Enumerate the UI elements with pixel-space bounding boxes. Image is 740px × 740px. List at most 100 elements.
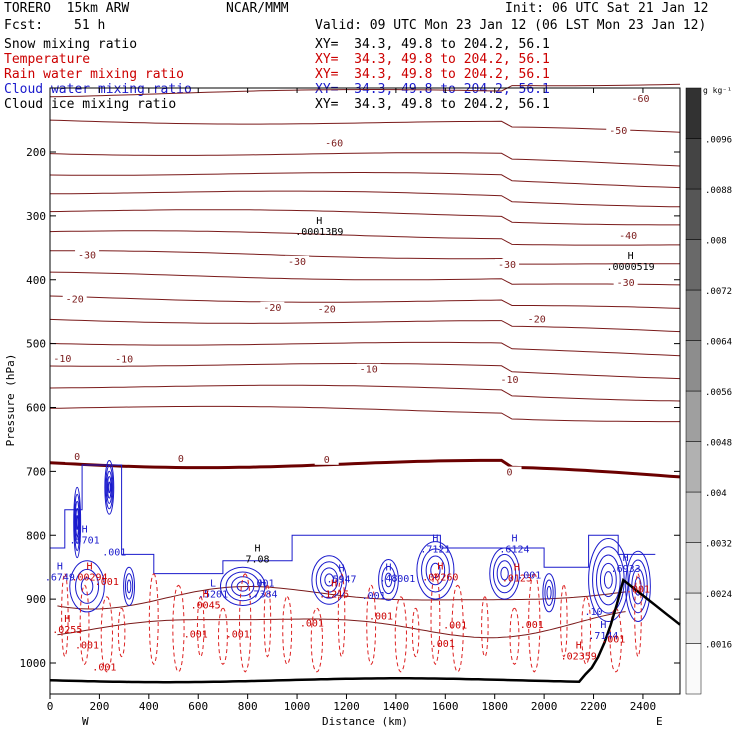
cloud-water-contour [492, 553, 517, 594]
temperature-label-bg [524, 313, 549, 325]
mixing-ratio-label: .10 [584, 607, 602, 618]
temperature-label: -30 [288, 257, 306, 268]
extremum-value: 7.08 [245, 555, 269, 566]
cloud-water-contour [634, 577, 642, 596]
temperature-contour-low [57, 611, 626, 639]
temperature-label: -20 [263, 303, 281, 314]
cloud-water-contour [542, 573, 556, 613]
cloud-water-contour [75, 507, 80, 538]
temperature-label: -10 [115, 355, 133, 366]
colorbar-segment [685, 491, 702, 543]
cloud-water-contour [588, 537, 629, 622]
temperature-label: -40 [619, 231, 637, 242]
x-tick-label: 800 [238, 700, 258, 713]
temperature-label: -60 [631, 94, 649, 105]
colorbar-tick-label: .004 [705, 489, 727, 499]
colorbar-segment [685, 643, 702, 695]
temperature-contour-low [57, 586, 626, 610]
cloud-water-contour [126, 579, 132, 594]
extremum-value: .7384 [247, 590, 277, 601]
temperature-contour [49, 384, 681, 402]
cloud-water-contour [231, 576, 255, 597]
cloud-water-contour [106, 470, 113, 504]
colorbar-segment [685, 542, 702, 594]
extremum-mark: H [316, 216, 322, 227]
init-time: Init: 06 UTC Sat 21 Jan 12 [505, 1, 709, 16]
temperature-label: 0 [74, 452, 80, 463]
y-tick-label: 500 [26, 338, 46, 351]
mixing-ratio-label: .001 [92, 663, 116, 674]
mixing-ratio-label: .001 [626, 585, 650, 596]
field-snow-name: Snow mixing ratio [4, 37, 138, 52]
temperature-label: -10 [53, 354, 71, 365]
rain-water-contour [528, 573, 541, 673]
cloud-water-contour [628, 559, 648, 614]
mixing-ratio-label: .001 [226, 629, 250, 640]
temperature-label: -30 [617, 278, 635, 289]
colorbar-segment [685, 289, 702, 341]
extremum-mark: H [339, 563, 345, 574]
temperature-label-bg [628, 92, 653, 104]
cloud-water-contour [378, 559, 399, 601]
temperature-contour [49, 230, 680, 246]
colorbar-tick-label: .0064 [705, 338, 732, 348]
cloud-water-contour [75, 568, 100, 604]
x-tick-label: 2000 [531, 700, 558, 713]
field-cloudice-xy: XY= 34.3, 49.8 to 204.2, 56.1 [315, 97, 550, 112]
extremum-mark: H [600, 620, 606, 631]
cloud-water-contour [500, 566, 509, 581]
cloud-water-contour [75, 514, 79, 531]
cloud-water-contour [107, 481, 111, 494]
cloud-water-contour [320, 567, 339, 593]
plot-frame [49, 87, 681, 695]
temperature-label-bg [613, 276, 638, 288]
colorbar-tick-label: .0032 [705, 540, 732, 550]
extremum-mark: H [437, 561, 443, 572]
temperature-label: 0 [507, 468, 513, 479]
mixing-ratio-label: .001 [250, 578, 274, 589]
cloud-water-contour [311, 555, 347, 605]
cloud-water-contour [236, 581, 249, 592]
field-cloudice-name: Cloud ice mixing ratio [4, 97, 177, 112]
extremum-mark: H [514, 563, 520, 574]
cloud-water-contour [74, 500, 80, 545]
extremum-mark: H [511, 533, 517, 544]
cloud-water-contour [592, 546, 625, 614]
rain-water-contour [148, 573, 159, 666]
temperature-label-bg [497, 373, 522, 385]
extremum-value: .00260 [422, 572, 458, 583]
mixing-ratio-label: .001 [184, 629, 208, 640]
colorbar-tick-label: .0096 [705, 136, 732, 146]
cloud-water-contour [124, 573, 134, 600]
rain-water-contour [117, 607, 126, 658]
temperature-label: -30 [498, 260, 516, 271]
colorbar-tick-label: .008 [705, 237, 727, 247]
rain-water-contour [394, 596, 408, 673]
extremum-mark: H [432, 533, 438, 544]
temperature-label-bg [75, 249, 100, 261]
colorbar-tick-label: .0016 [705, 641, 732, 651]
rain-water-contour [217, 607, 228, 665]
rain-water-contour [61, 573, 69, 658]
temperature-contour [49, 172, 681, 189]
cloud-water-contour [421, 548, 450, 593]
extremum-mark: H [331, 579, 337, 590]
cloud-water-contour [219, 566, 266, 607]
mixing-ratio-label: .001 [102, 548, 126, 559]
rain-water-contour [282, 596, 293, 666]
x-tick-label: 0 [47, 700, 54, 713]
valid-time: Valid: 09 UTC Mon 23 Jan 12 (06 LST Mon … [315, 18, 707, 33]
cloud-water-contour [73, 486, 82, 559]
cloud-water-contour [496, 560, 513, 587]
rain-water-contour [481, 596, 489, 658]
y-tick-label: 900 [26, 593, 46, 606]
cloud-water-contour [546, 585, 552, 600]
cloud-water-contour [324, 573, 335, 587]
cloud-water-contour [105, 465, 114, 510]
extremum-mark: L [210, 579, 216, 590]
temperature-label-bg [495, 258, 520, 270]
temperature-label: -10 [360, 365, 378, 376]
x-axis-label: Distance (km) [322, 715, 408, 728]
y-tick-label: 800 [26, 529, 46, 542]
field-snow-xy: XY= 34.3, 49.8 to 204.2, 56.1 [315, 37, 550, 52]
